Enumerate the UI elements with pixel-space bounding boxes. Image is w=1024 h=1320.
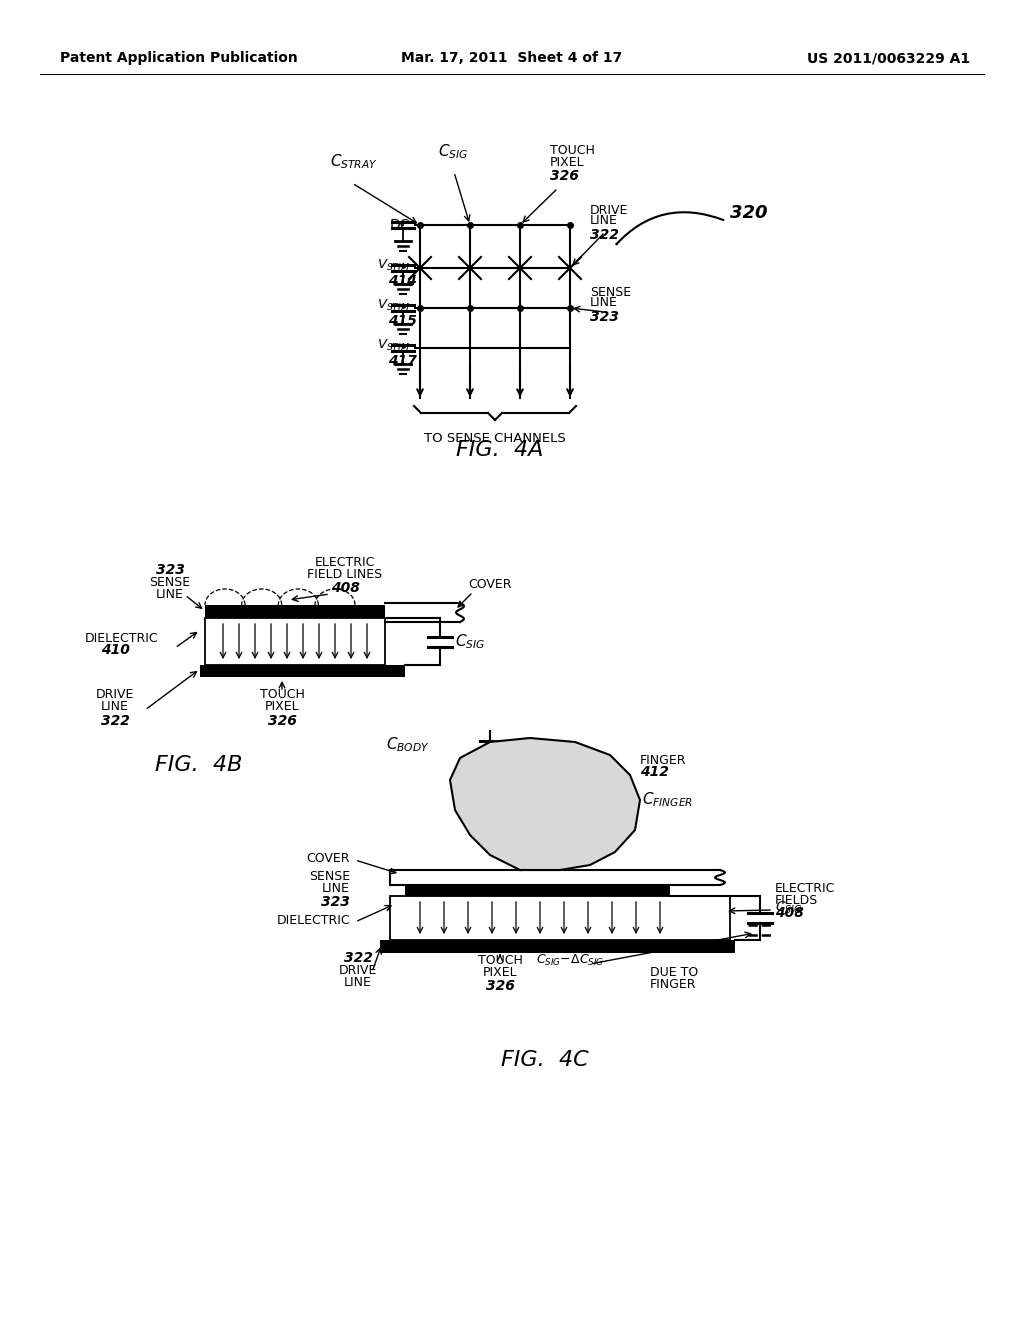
Text: LINE: LINE <box>101 701 129 714</box>
Text: 326: 326 <box>485 979 514 993</box>
Text: $C_{SIG}$: $C_{SIG}$ <box>438 143 468 161</box>
Text: FINGER: FINGER <box>650 978 696 990</box>
Text: $C_{BODY}$: $C_{BODY}$ <box>386 735 430 754</box>
Text: DUE TO: DUE TO <box>650 965 698 978</box>
Text: $V_{STIM}$: $V_{STIM}$ <box>377 257 410 272</box>
Text: FIELD LINES: FIELD LINES <box>307 569 383 582</box>
Text: 322: 322 <box>590 228 618 242</box>
Text: PIXEL: PIXEL <box>482 965 517 978</box>
Text: SENSE: SENSE <box>309 870 350 883</box>
Polygon shape <box>205 605 385 618</box>
Text: 414: 414 <box>387 275 417 288</box>
Text: LINE: LINE <box>344 975 372 989</box>
Text: PIXEL: PIXEL <box>264 701 299 714</box>
Text: $V_{STIM}$: $V_{STIM}$ <box>377 338 410 352</box>
Text: 326: 326 <box>550 169 579 183</box>
Text: TOUCH: TOUCH <box>259 689 304 701</box>
Text: 323: 323 <box>590 310 618 323</box>
Text: 322: 322 <box>344 950 373 965</box>
Text: LINE: LINE <box>323 882 350 895</box>
Text: 415: 415 <box>387 314 417 327</box>
Text: COVER: COVER <box>468 578 512 591</box>
Text: DRIVE: DRIVE <box>590 203 629 216</box>
Text: Patent Application Publication: Patent Application Publication <box>60 51 298 65</box>
Text: 320: 320 <box>730 205 768 222</box>
Text: 408: 408 <box>331 581 359 595</box>
Polygon shape <box>450 738 640 870</box>
Bar <box>205 618 385 665</box>
Text: 323: 323 <box>322 895 350 909</box>
Text: DIELECTRIC: DIELECTRIC <box>276 913 350 927</box>
Text: DRIVE: DRIVE <box>96 689 134 701</box>
Text: DRIVE: DRIVE <box>339 964 377 977</box>
Text: FIG.  4B: FIG. 4B <box>155 755 243 775</box>
Text: $V_{STIM}$: $V_{STIM}$ <box>377 297 410 313</box>
Text: FIG.  4A: FIG. 4A <box>457 440 544 459</box>
Bar <box>390 896 730 940</box>
Text: Mar. 17, 2011  Sheet 4 of 17: Mar. 17, 2011 Sheet 4 of 17 <box>401 51 623 65</box>
Text: SENSE: SENSE <box>590 285 631 298</box>
Text: 412: 412 <box>640 766 669 779</box>
Text: $C_{FINGER}$: $C_{FINGER}$ <box>642 791 693 809</box>
Text: LINE: LINE <box>590 214 617 227</box>
Text: $C_{STRAY}$: $C_{STRAY}$ <box>330 153 378 172</box>
Text: DIELECTRIC: DIELECTRIC <box>85 631 159 644</box>
Text: FINGER: FINGER <box>640 754 686 767</box>
Polygon shape <box>380 940 735 953</box>
Text: 408: 408 <box>775 906 804 920</box>
Text: TO SENSE CHANNELS: TO SENSE CHANNELS <box>424 432 566 445</box>
Text: FIELDS: FIELDS <box>775 894 818 907</box>
Text: $C_{SIG}$: $C_{SIG}$ <box>455 632 485 651</box>
Text: LINE: LINE <box>590 297 617 309</box>
Text: $C_{SIG}{-}\Delta C_{SIG}$: $C_{SIG}{-}\Delta C_{SIG}$ <box>536 953 604 968</box>
Text: PIXEL: PIXEL <box>550 156 585 169</box>
Text: 417: 417 <box>387 354 417 368</box>
Text: 326: 326 <box>267 714 296 729</box>
Text: SENSE: SENSE <box>150 576 190 589</box>
Text: COVER: COVER <box>306 851 350 865</box>
FancyArrowPatch shape <box>616 213 723 244</box>
Polygon shape <box>406 884 670 896</box>
Text: TOUCH: TOUCH <box>550 144 595 157</box>
Text: LINE: LINE <box>156 587 184 601</box>
Polygon shape <box>200 665 406 677</box>
Text: ELECTRIC: ELECTRIC <box>775 882 836 895</box>
Text: US 2011/0063229 A1: US 2011/0063229 A1 <box>807 51 970 65</box>
Text: 410: 410 <box>100 643 129 657</box>
Text: TOUCH: TOUCH <box>477 953 522 966</box>
Text: 322: 322 <box>100 714 129 729</box>
Text: FIG.  4C: FIG. 4C <box>501 1049 589 1071</box>
Text: DC: DC <box>389 218 410 232</box>
Text: $C_{SIG}$: $C_{SIG}$ <box>775 900 803 916</box>
Text: 323: 323 <box>156 564 184 577</box>
Text: ELECTRIC: ELECTRIC <box>314 557 375 569</box>
